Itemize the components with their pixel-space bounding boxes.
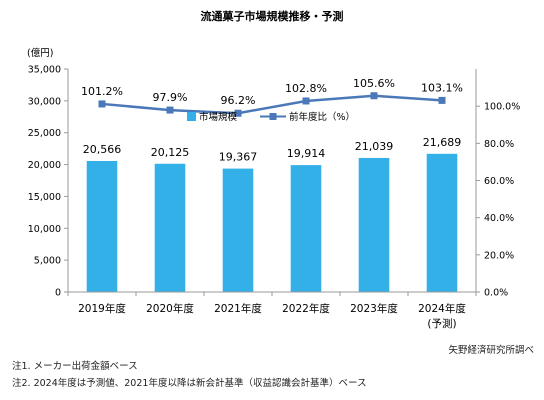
bar-2022年度 bbox=[290, 165, 322, 292]
left-axis-unit: (億円) bbox=[27, 47, 53, 59]
growth-point bbox=[302, 97, 310, 105]
left-tick-label: 0 bbox=[55, 288, 61, 299]
legend-line-marker bbox=[269, 113, 277, 120]
right-tick-label: 40.0% bbox=[484, 213, 514, 224]
growth-value-label: 103.1% bbox=[421, 81, 463, 94]
growth-value-label: 97.9% bbox=[153, 91, 188, 104]
x-axis: 2019年度 2020年度 2021年度 2022年度 2023年度 2024年度 (予測) bbox=[67, 291, 477, 330]
growth-point bbox=[166, 106, 174, 114]
legend-bar-label: 市場規模 bbox=[199, 111, 238, 123]
line-series bbox=[98, 92, 446, 117]
bar-value-label: 20,566 bbox=[83, 143, 122, 156]
left-tick-label: 20,000 bbox=[28, 160, 61, 171]
bar-value-label: 20,125 bbox=[151, 146, 190, 159]
right-tick-label: 0.0% bbox=[484, 288, 508, 299]
growth-point bbox=[234, 109, 242, 117]
x-tick-label: 2023年度 bbox=[350, 302, 398, 315]
legend: 市場規模 前年度比（%） bbox=[187, 111, 355, 123]
bar-2024年度 bbox=[426, 153, 458, 292]
left-tick-label: 15,000 bbox=[28, 192, 61, 203]
growth-point bbox=[438, 96, 446, 104]
left-tick-label: 5,000 bbox=[34, 256, 61, 267]
footnote-2: 注2. 2024年度は予測値、2021年度以降は新会計基準（収益認識会計基準）ベ… bbox=[12, 378, 367, 389]
source-note: 矢野経済研究所調べ bbox=[448, 345, 534, 356]
growth-value-label: 102.8% bbox=[285, 82, 327, 95]
growth-value-label: 96.2% bbox=[221, 94, 256, 107]
bar-value-label: 21,689 bbox=[423, 136, 462, 149]
right-tick-label: 60.0% bbox=[484, 176, 514, 187]
growth-value-label: 101.2% bbox=[81, 85, 123, 98]
left-tick-label: 35,000 bbox=[28, 65, 61, 76]
growth-line bbox=[101, 94, 443, 115]
right-tick-label: 80.0% bbox=[484, 139, 514, 150]
bar-2021年度 bbox=[222, 168, 254, 292]
x-tick-label: 2021年度 bbox=[214, 302, 262, 315]
growth-point bbox=[98, 100, 106, 108]
bar-2019年度 bbox=[86, 160, 118, 292]
legend-bar-swatch bbox=[187, 112, 196, 121]
footnote-1: 注1. メーカー出荷金額ベース bbox=[12, 361, 138, 372]
left-axis: 0 5,000 10,000 15,000 20,000 25,000 30,000 35,0… bbox=[28, 65, 69, 299]
left-tick-label: 25,000 bbox=[28, 128, 61, 139]
bar-value-labels: 20,566 20,125 19,367 19,914 21,039 21,689 bbox=[83, 136, 462, 164]
bar-series bbox=[86, 153, 458, 292]
chart-title: 流通菓子市場規模推移・予測 bbox=[201, 9, 344, 23]
right-tick-label: 20.0% bbox=[484, 250, 514, 261]
bar-value-label: 19,367 bbox=[219, 151, 258, 164]
line-value-labels: 101.2% 97.9% 96.2% 102.8% 105.6% 103.1% bbox=[81, 77, 463, 107]
x-tick-label: 2024年度 bbox=[418, 302, 466, 315]
bar-value-label: 21,039 bbox=[355, 140, 394, 153]
x-tick-sublabel: (予測) bbox=[427, 317, 456, 330]
right-axis: 0.0% 20.0% 40.0% 60.0% 80.0% 100.0% bbox=[475, 69, 520, 299]
legend-line-label: 前年度比（%） bbox=[289, 111, 355, 123]
bar-2020年度 bbox=[154, 163, 186, 292]
right-tick-label: 100.0% bbox=[484, 102, 520, 113]
x-tick-label: 2020年度 bbox=[146, 302, 194, 315]
bar-2023年度 bbox=[358, 157, 390, 292]
x-tick-label: 2019年度 bbox=[78, 302, 126, 315]
growth-value-label: 105.6% bbox=[353, 77, 395, 90]
left-tick-label: 30,000 bbox=[28, 96, 61, 107]
bar-value-label: 19,914 bbox=[287, 147, 326, 160]
x-tick-label: 2022年度 bbox=[282, 302, 330, 315]
growth-point bbox=[370, 92, 378, 100]
left-tick-label: 10,000 bbox=[28, 224, 61, 235]
